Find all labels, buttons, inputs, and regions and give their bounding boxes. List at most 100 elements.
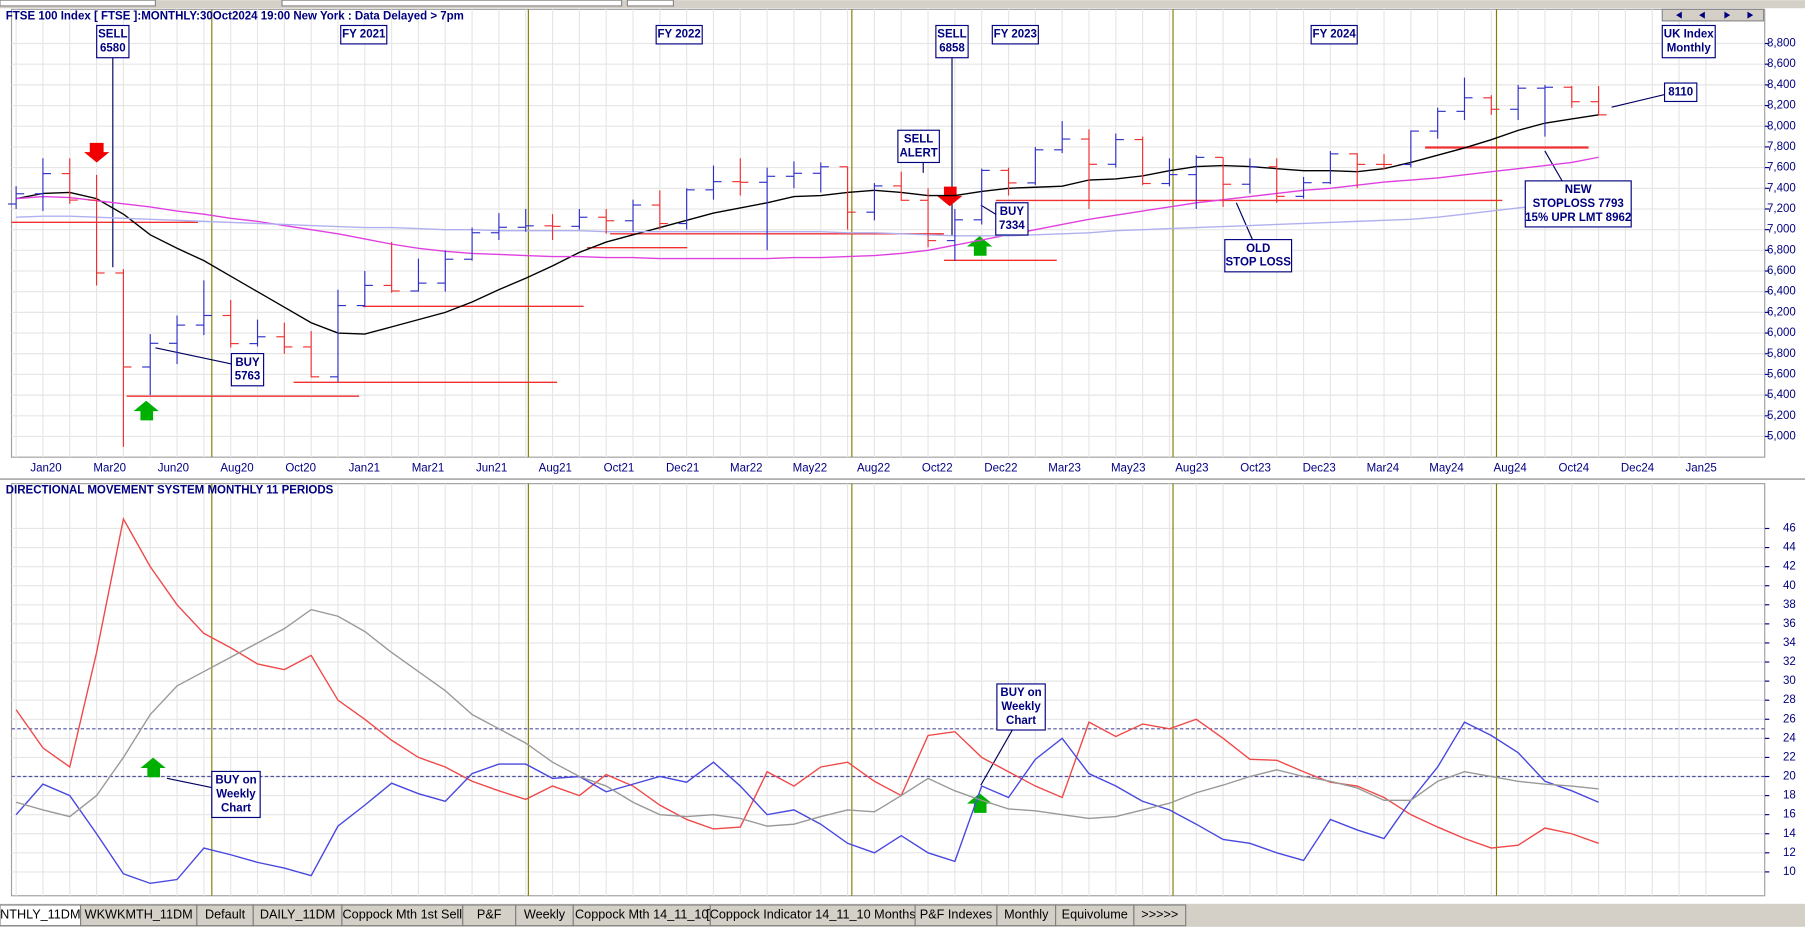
y-tick-label: 34 (1783, 637, 1796, 649)
annotation-box (96, 24, 130, 59)
annotation-text: STOPLOSS 7793 (1533, 198, 1624, 210)
annotation-text: OLD (1246, 243, 1270, 255)
x-tick-label: Mar20 (93, 463, 126, 475)
marks-layer (8, 77, 1607, 885)
x-tick-label: Oct24 (1559, 463, 1590, 475)
x-tick-label: May24 (1429, 463, 1464, 475)
buy-arrow (133, 400, 159, 421)
x-tick-label: Aug24 (1494, 463, 1528, 475)
y-tick-label: 18 (1783, 790, 1796, 802)
annotation-text: Weekly (216, 789, 256, 801)
y-tick-label: 16 (1783, 809, 1796, 821)
tab-label[interactable]: P&F (477, 908, 502, 922)
y-tick-label: 26 (1783, 713, 1796, 725)
x-tick-label: Oct21 (604, 463, 635, 475)
x-tick-label: Oct23 (1240, 463, 1271, 475)
nav-bar (1661, 8, 1765, 22)
annotation-box (1524, 180, 1632, 228)
line-series (15, 608, 1599, 827)
dmi-panel (10, 483, 1766, 897)
buy-arrow (140, 757, 166, 778)
tab-label[interactable]: Default (205, 908, 246, 922)
annotation-text: 8110 (1668, 86, 1693, 98)
annotation-box (935, 24, 969, 59)
y-tick-label: 6,600 (1767, 265, 1796, 277)
annotation-box (340, 24, 388, 45)
y-tick-label: 44 (1783, 542, 1796, 554)
tab-label[interactable]: Coppock Mth 1st Sell (343, 908, 463, 922)
y-tick-label: 8,000 (1767, 120, 1796, 132)
tab[interactable] (1133, 904, 1187, 927)
annotation-box (211, 770, 261, 819)
connector (155, 347, 232, 365)
nav-first[interactable] (1676, 11, 1682, 19)
y-tick-label: 38 (1783, 599, 1796, 611)
buy-arrow (966, 793, 993, 813)
annotation-text: BUY (1000, 206, 1025, 218)
y-tick-label: 14 (1783, 828, 1796, 840)
y-tick-label: 46 (1783, 523, 1796, 535)
annotation-text: FY 2023 (994, 29, 1037, 41)
dropdown[interactable] (0, 0, 156, 7)
y-tick-label: 6,000 (1767, 327, 1796, 339)
tab-label[interactable]: Monthly (1004, 908, 1049, 922)
x-tick-label: Oct20 (285, 463, 316, 475)
connector (1235, 202, 1253, 240)
annotation-box (1310, 24, 1358, 45)
connectors (112, 57, 1665, 789)
toolbar-strip (0, 0, 1805, 9)
connector (166, 777, 212, 789)
annotation-text: STOP LOSS (1226, 257, 1292, 269)
annotation-box (991, 24, 1039, 45)
x-tick-label: Dec24 (1621, 463, 1655, 475)
x-tick-label: Mar21 (412, 463, 445, 475)
x-tick-label: Aug21 (539, 463, 572, 475)
line-series (16, 197, 1599, 237)
x-tick-label: Oct22 (922, 463, 953, 475)
y-tick-label: 7,000 (1767, 224, 1796, 236)
annotation-text: Chart (1006, 715, 1036, 727)
tab-label[interactable]: P&F Indexes (920, 908, 992, 922)
nav-next[interactable] (1724, 11, 1731, 19)
tab-label[interactable]: [Coppock Indicator 14_11_10 Months] (706, 908, 919, 922)
x-tick-label: May22 (793, 463, 828, 475)
tab-label[interactable]: NTHLY_11DM (0, 908, 80, 922)
y-tick-label: 30 (1783, 675, 1796, 687)
annotation-text: NEW (1565, 184, 1592, 196)
y-tick-label: 28 (1783, 694, 1796, 706)
y-tick-label: 5,800 (1767, 348, 1796, 360)
y-tick-label: 7,600 (1767, 162, 1796, 174)
dropdown[interactable] (281, 0, 623, 7)
x-tick-label: Aug22 (857, 463, 890, 475)
y-tick-label: 6,200 (1767, 306, 1796, 318)
nav-last[interactable] (1747, 11, 1754, 19)
dropdown[interactable] (626, 0, 674, 7)
x-tick-label: Jun21 (476, 463, 507, 475)
annotation-box (1224, 239, 1293, 273)
annotation-text: SELL (904, 133, 933, 145)
sell-arrow (937, 186, 963, 207)
tab-label[interactable]: WKWKMTH_11DM (85, 908, 193, 922)
tab-label[interactable]: Coppock Mth 14_11_10 (575, 908, 708, 922)
tab-label[interactable]: Equivolume (1062, 908, 1128, 922)
annotation-text: FY 2022 (658, 29, 701, 41)
connector (980, 728, 1014, 786)
x-tick-label: Jan21 (349, 463, 380, 475)
tab-label[interactable]: Weekly (524, 908, 566, 922)
tab-label[interactable]: >>>>> (1141, 908, 1178, 922)
y-tick-label: 20 (1783, 771, 1796, 783)
annotation-text: FY 2024 (1313, 29, 1357, 41)
x-tick-label: Dec22 (984, 463, 1017, 475)
annotation-text: SELL (98, 29, 127, 41)
annotation-text: 6858 (939, 43, 965, 55)
annotation-text: FY 2021 (342, 29, 386, 41)
fiscal-year-lines (211, 9, 1498, 896)
tab-label[interactable]: DAILY_11DM (260, 908, 335, 922)
annotation-box (230, 352, 265, 387)
annotation-box (996, 683, 1046, 731)
y-tick-label: 8,200 (1767, 100, 1796, 112)
annotation-box (897, 129, 940, 164)
nav-prev[interactable] (1699, 11, 1705, 19)
y-tick-label: 5,000 (1767, 431, 1796, 443)
x-tick-label: Jan25 (1685, 463, 1716, 475)
